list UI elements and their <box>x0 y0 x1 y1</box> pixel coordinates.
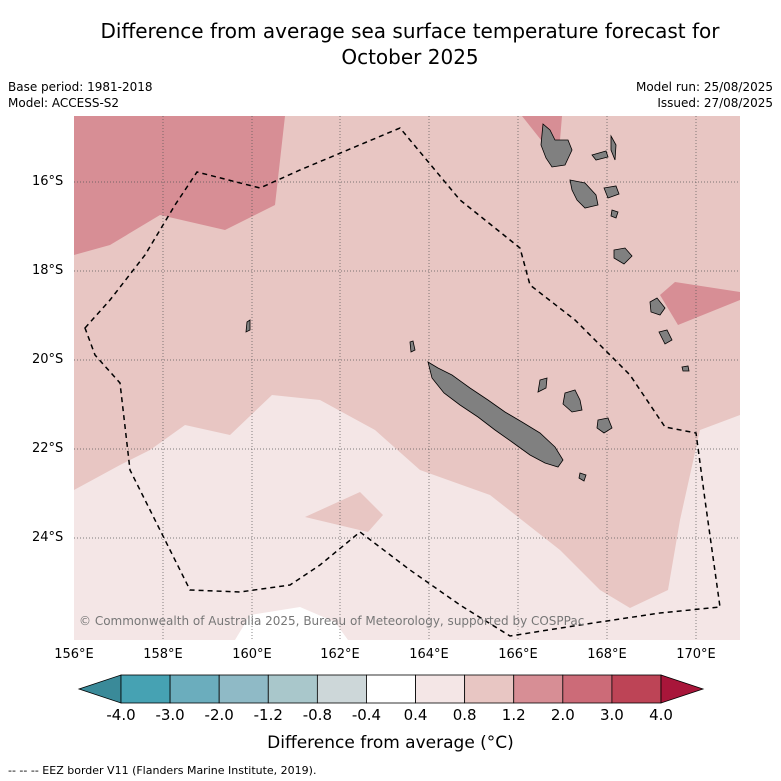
graticule <box>74 116 740 640</box>
lon-label-164E: 164°E <box>409 647 449 662</box>
colorbar-label: Difference from average (°C) <box>267 733 514 753</box>
colorbar-swatch <box>218 674 269 704</box>
colorbar-swatch <box>120 674 171 704</box>
colorbar-tick-label: -0.4 <box>351 706 382 724</box>
belep-islands <box>409 340 416 353</box>
espiritu-santo <box>540 123 573 168</box>
ile-des-pins <box>578 472 587 482</box>
lon-label-156E: 156°E <box>54 647 94 662</box>
colorbar <box>77 674 705 704</box>
anomaly-band-1.2-2.0-east <box>660 282 740 325</box>
copyright-text: © Commonwealth of Australia 2025, Bureau… <box>79 614 585 628</box>
lat-label-22S: 22°S <box>32 441 64 456</box>
meta-right: Model run: 25/08/2025 Issued: 27/08/2025 <box>636 79 773 111</box>
lat-label-16S: 16°S <box>32 174 64 189</box>
colorbar-tick-label: -2.0 <box>204 706 234 724</box>
colorbar-swatch <box>267 674 318 704</box>
lon-label-162E: 162°E <box>320 647 360 662</box>
land-masses <box>245 123 690 482</box>
colorbar-swatch <box>366 674 416 704</box>
ambae <box>591 150 609 161</box>
colorbar-swatch <box>464 674 515 704</box>
lon-label-160E: 160°E <box>232 647 272 662</box>
colorbar-swatch <box>611 674 662 704</box>
anomaly-band-0.8-1.2-patch <box>305 492 383 532</box>
colorbar-tick-label: -0.8 <box>302 706 332 724</box>
lon-label-170E: 170°E <box>676 647 716 662</box>
epi <box>610 209 619 219</box>
lon-label-158E: 158°E <box>143 647 183 662</box>
title-line-1: Difference from average sea surface temp… <box>100 19 720 43</box>
colorbar-swatch <box>513 674 564 704</box>
lat-label-20S: 20°S <box>32 352 64 367</box>
colorbar-tick-label: -1.2 <box>253 706 283 724</box>
eez-border <box>84 127 721 637</box>
new-caledonia <box>427 361 564 468</box>
colorbar-swatch <box>562 674 613 704</box>
mare-island <box>596 417 613 434</box>
colorbar-tick-label: 3.0 <box>599 706 624 724</box>
anomaly-band-0.4-0.8 <box>74 395 740 640</box>
erromango <box>649 297 666 316</box>
lat-label-24S: 24°S <box>32 530 64 545</box>
aneityum <box>681 365 690 372</box>
tanna <box>658 329 673 345</box>
base-period: Base period: 1981-2018 <box>8 80 153 94</box>
lifou-island <box>562 389 583 413</box>
colorbar-swatch <box>316 674 367 704</box>
colorbar-tick-label: 1.2 <box>501 706 526 724</box>
lon-label-168E: 168°E <box>587 647 627 662</box>
colorbar-extend-low <box>77 674 122 704</box>
title-line-2: October 2025 <box>341 45 479 69</box>
colorbar-swatch <box>415 674 466 704</box>
efate <box>613 247 633 265</box>
anomaly-band-near-zero <box>235 607 348 640</box>
maewo-pentecost <box>610 134 617 161</box>
colorbar-tick-label: -4.0 <box>106 706 136 724</box>
malekula <box>569 179 599 209</box>
model-run: Model run: 25/08/2025 <box>635 80 773 94</box>
lat-label-18S: 18°S <box>32 263 64 278</box>
ouvea-island <box>537 377 548 393</box>
meta-left: Base period: 1981-2018 Model: ACCESS-S2 <box>8 79 153 111</box>
colorbar-tick-label: -3.0 <box>155 706 185 724</box>
colorbar-swatch <box>169 674 220 704</box>
chart-title: Difference from average sea surface temp… <box>40 18 780 70</box>
colorbar-extend-high <box>660 674 705 704</box>
ambrym <box>603 185 620 199</box>
lon-label-166E: 166°E <box>498 647 538 662</box>
issued-date: Issued: 27/08/2025 <box>657 96 773 110</box>
chesterfield-island <box>245 319 251 333</box>
model-name: Model: ACCESS-S2 <box>8 96 120 110</box>
colorbar-tick-label: 0.8 <box>452 706 477 724</box>
footnote-eez: -- -- -- EEZ border V11 (Flanders Marine… <box>8 764 317 777</box>
colorbar-tick-label: 4.0 <box>649 706 673 724</box>
anomaly-band-1.2-2.0-nw <box>74 116 285 255</box>
colorbar-tick-label: 0.4 <box>403 706 428 724</box>
colorbar-tick-label: 2.0 <box>550 706 575 724</box>
